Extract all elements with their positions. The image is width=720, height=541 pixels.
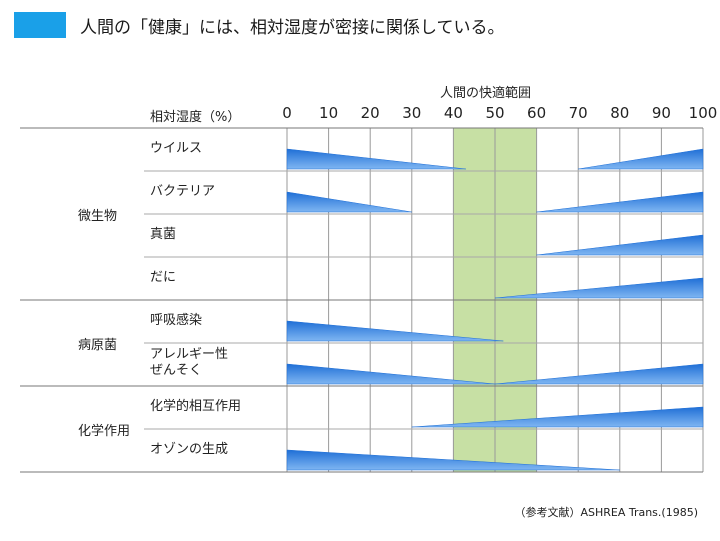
row-label: ウイルス xyxy=(150,141,203,156)
wedge-rising xyxy=(536,234,704,256)
wedge-rising xyxy=(578,148,704,170)
tick-label: 50 xyxy=(485,104,505,122)
page-title: 人間の「健康」には、相対湿度が密接に関係している。 xyxy=(80,18,505,38)
title-accent-block xyxy=(14,12,66,38)
wedge-rising xyxy=(494,277,704,299)
tick-label: 10 xyxy=(319,104,339,122)
tick-label: 0 xyxy=(282,104,292,122)
wedge-rising xyxy=(411,406,704,428)
wedge-falling xyxy=(286,148,466,170)
tick-label: 20 xyxy=(360,104,380,122)
row-label: オゾンの生成 xyxy=(150,442,229,457)
tick-label: 90 xyxy=(651,104,671,122)
tick-label: 30 xyxy=(402,104,422,122)
row-label: バクテリア xyxy=(150,184,216,199)
row-label: 化学的相互作用 xyxy=(150,399,242,414)
row-label: 呼吸感染 xyxy=(150,313,203,328)
reference-note: （参考文献）ASHREA Trans.(1985) xyxy=(514,506,698,519)
tick-label: 70 xyxy=(568,104,588,122)
group-label: 微生物 xyxy=(78,209,118,224)
wedge-rising xyxy=(536,191,704,213)
group-label: 病原菌 xyxy=(78,338,118,353)
row-label: アレルギー性 ぜんそく xyxy=(150,347,229,378)
tick-label: 40 xyxy=(443,104,463,122)
wedge-falling xyxy=(286,191,412,213)
row-label: 真菌 xyxy=(150,227,177,242)
comfort-range-label: 人間の快適範囲 xyxy=(440,86,532,101)
axis-title: 相対湿度（%） xyxy=(150,110,241,125)
tick-label: 60 xyxy=(527,104,547,122)
wedge-falling xyxy=(286,363,496,385)
wedge-falling xyxy=(286,449,620,471)
row-label: だに xyxy=(150,270,177,285)
tick-label: 100 xyxy=(688,104,718,122)
wedge-rising xyxy=(494,363,704,385)
group-label: 化学作用 xyxy=(78,424,131,439)
tick-label: 80 xyxy=(610,104,630,122)
wedge-falling xyxy=(286,320,504,342)
